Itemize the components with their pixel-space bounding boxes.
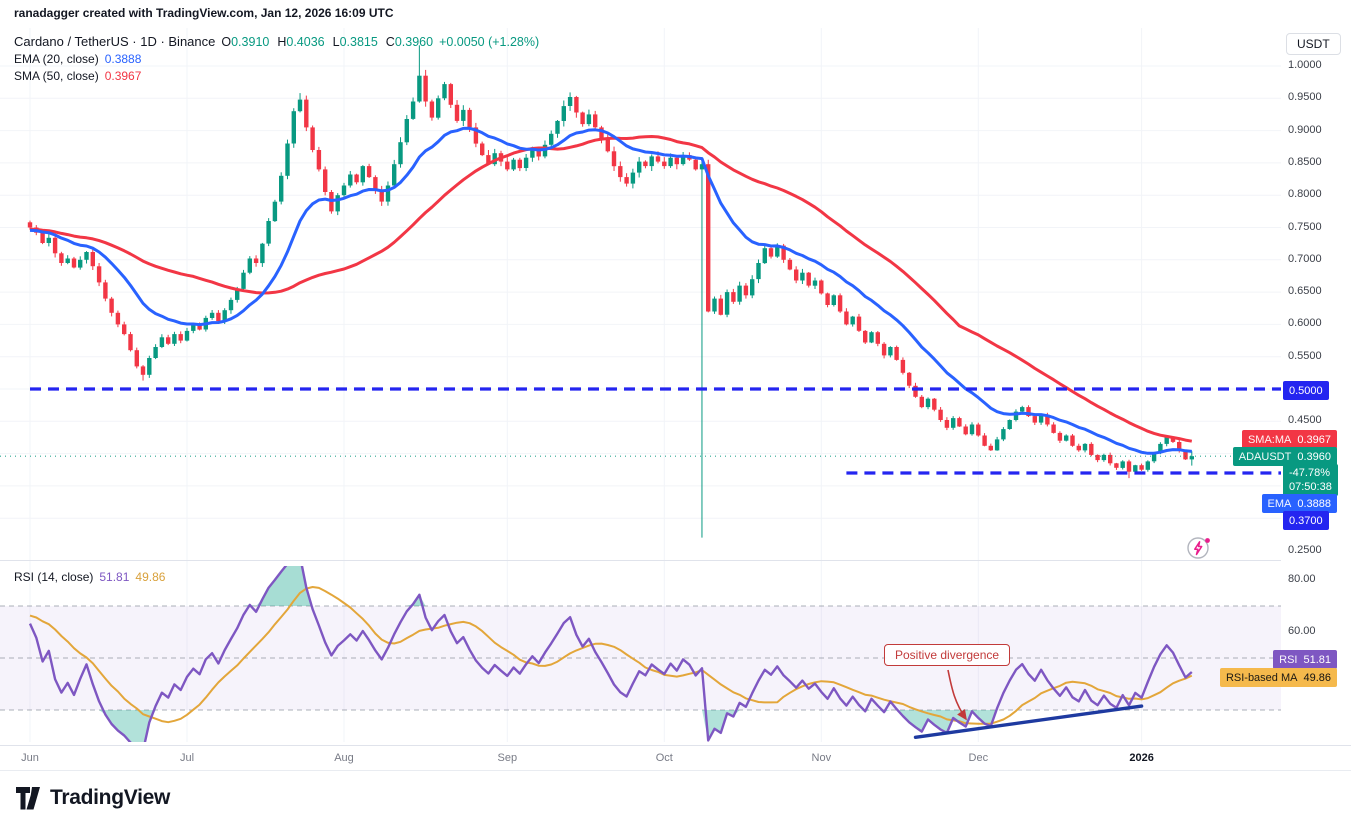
sma-label: SMA (50, close) [14, 68, 99, 83]
currency-unit-button[interactable]: USDT [1286, 33, 1341, 55]
ema-price-badge[interactable]: EMA 0.3888 [1261, 494, 1337, 513]
divergence-arrow [947, 669, 967, 721]
rsi-label: RSI (14, close) [14, 569, 94, 584]
price-axis-tick: 0.7000 [1288, 253, 1322, 265]
time-axis-label: Nov [812, 752, 832, 764]
low-value: 0.3815 [339, 34, 378, 49]
rsi-ma-line [29, 586, 1193, 725]
sma-value: 0.3967 [104, 68, 142, 83]
countdown-badge[interactable]: -47.78% 07:50:38 [1283, 464, 1338, 496]
price-axis-tick: 0.8500 [1288, 156, 1322, 168]
drawings-layer[interactable] [913, 669, 1144, 739]
positive-divergence-callout[interactable]: Positive divergence [884, 644, 1011, 666]
price-axis-tick: 0.4500 [1288, 414, 1322, 426]
rsi-axis-tick: 80.00 [1288, 573, 1316, 585]
grid-layer [0, 28, 1281, 742]
high-value: 0.4036 [286, 34, 325, 49]
ema-legend-row[interactable]: EMA (20, close) 0.3888 [14, 50, 539, 67]
time-axis-label: Jul [180, 752, 194, 764]
support-levels-layer[interactable] [0, 387, 1281, 475]
tradingview-logo-text: TradingView [50, 786, 171, 809]
rsi-axis-tick: 60.00 [1288, 625, 1316, 637]
price-axis-tick: 0.9500 [1288, 91, 1322, 103]
price-axis-tick: 1.0000 [1288, 59, 1322, 71]
time-axis-label: 2026 [1129, 752, 1153, 764]
time-axis-label: Sep [498, 752, 518, 764]
ema-value: 0.3888 [104, 51, 142, 66]
tradingview-mark-icon [16, 786, 40, 809]
tradingview-logo[interactable]: TradingView [16, 786, 170, 810]
percent-change: -47.78% [1289, 467, 1330, 479]
rsi-value: 51.81 [99, 569, 130, 584]
symbol-legend-row[interactable]: Cardano / TetherUS · 1D · Binance O0.391… [14, 33, 539, 50]
sma-price-badge[interactable]: SMA:MA 0.3967 [1241, 430, 1337, 449]
flash-icon[interactable] [1186, 535, 1212, 561]
rsi-band-layer [0, 605, 1281, 711]
last-price-badge[interactable]: ADAUSDT 0.3960 [1232, 447, 1337, 466]
change-value: +0.0050 (+1.28%) [439, 34, 540, 49]
legend: Cardano / TetherUS · 1D · Binance O0.391… [14, 33, 539, 84]
attribution-text: ranadagger created with TradingView.com,… [14, 6, 394, 20]
rsi-ma-value: 49.86 [135, 569, 166, 584]
price-axis-tick: 0.9000 [1288, 124, 1322, 136]
ohlc-values: O0.3910 H0.4036 L0.3815 C0.3960 [221, 34, 434, 49]
candles-layer [27, 45, 1194, 538]
level-0.5000-badge[interactable]: 0.5000 [1283, 381, 1329, 400]
price-axis-tick: 0.7500 [1288, 221, 1322, 233]
price-axis-tick: 0.8000 [1288, 188, 1322, 200]
sma-50-line [29, 135, 1193, 443]
divergence-trendline[interactable] [913, 704, 1144, 739]
ema-20-line [29, 126, 1192, 455]
price-axis-tick: 0.2500 [1288, 544, 1322, 556]
close-value: 0.3960 [394, 34, 434, 49]
rsi-legend[interactable]: RSI (14, close) 51.81 49.86 [14, 568, 165, 585]
rsi-layer [28, 566, 1193, 742]
ema-label: EMA (20, close) [14, 51, 99, 66]
level-0.3700-badge[interactable]: 0.3700 [1283, 511, 1329, 530]
price-axis-tick: 0.6500 [1288, 285, 1322, 297]
price-axis-tick: 0.5500 [1288, 350, 1322, 362]
rsi-ma-badge[interactable]: RSI-based MA 49.86 [1219, 668, 1337, 687]
time-axis-label: Oct [656, 752, 673, 764]
time-axis-label: Aug [334, 752, 354, 764]
time-axis-label: Jun [21, 752, 39, 764]
rsi-line [28, 566, 1193, 742]
ma-lines-layer [29, 126, 1193, 455]
price-axis-tick: 0.6000 [1288, 317, 1322, 329]
sma-legend-row[interactable]: SMA (50, close) 0.3967 [14, 67, 539, 84]
rsi-value-badge[interactable]: RSI 51.81 [1273, 650, 1337, 669]
bar-countdown: 07:50:38 [1289, 481, 1332, 493]
time-axis-label: Dec [969, 752, 989, 764]
symbol-title: Cardano / TetherUS · 1D · Binance [14, 34, 216, 49]
open-value: 0.3910 [231, 34, 270, 49]
time-axis-labels: Jun Jul Aug Sep Oct Nov Dec 2026 [21, 752, 1154, 764]
